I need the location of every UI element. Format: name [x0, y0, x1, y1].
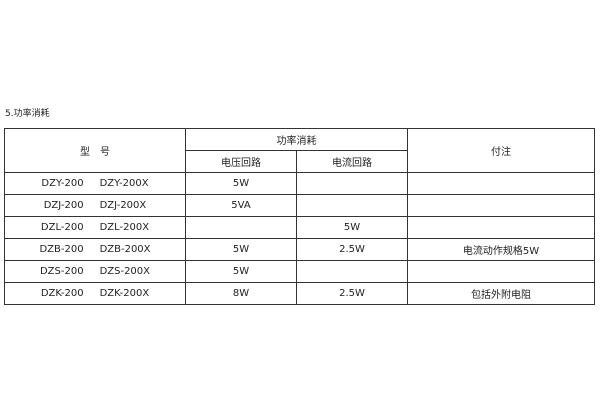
voltage-cell: 5W: [185, 260, 297, 283]
model-b: DZB-200X: [99, 244, 151, 255]
note-cell: [407, 216, 595, 239]
note-cell: 电流动作规格5W: [407, 238, 595, 261]
model-b: DZK-200X: [99, 288, 150, 299]
model-cell: DZK-200 DZK-200X: [4, 282, 186, 305]
model-b: DZS-200X: [99, 266, 151, 277]
table-row: DZB-200 DZB-200X 5W 2.5W 电流动作规格5W: [4, 238, 595, 261]
header-row: 型 号 功率消耗 付注: [4, 128, 595, 173]
table-row: DZK-200 DZK-200X 8W 2.5W 包括外附电阻: [4, 282, 595, 305]
model-b: DZL-200X: [99, 222, 150, 233]
model-b: DZJ-200X: [99, 200, 147, 211]
model-a: DZS-200: [39, 266, 84, 277]
header-model: 型 号: [4, 128, 186, 173]
current-cell: [296, 194, 408, 217]
note-cell: [407, 194, 595, 217]
table-row: DZL-200 DZL-200X 5W: [4, 216, 595, 239]
table-row: DZY-200 DZY-200X 5W: [4, 172, 595, 195]
voltage-cell: 8W: [185, 282, 297, 305]
model-a: DZY-200: [41, 178, 84, 189]
note-cell: 包括外附电阻: [407, 282, 595, 305]
table-row: DZS-200 DZS-200X 5W: [4, 260, 595, 283]
model-a: DZB-200: [39, 244, 84, 255]
section-title: 5.功率消耗: [5, 109, 50, 119]
voltage-cell: [185, 216, 297, 239]
model-cell: DZL-200 DZL-200X: [4, 216, 186, 239]
model-a: DZL-200: [40, 222, 84, 233]
note-cell: [407, 172, 595, 195]
power-consumption-table: 型 号 功率消耗 付注 电压回路 电流回路 DZY-200 DZY-200X 5W…: [4, 128, 595, 305]
current-cell: [296, 172, 408, 195]
table-row: DZJ-200 DZJ-200X 5VA: [4, 194, 595, 217]
header-power: 功率消耗: [185, 128, 408, 151]
voltage-cell: 5W: [185, 172, 297, 195]
current-cell: 2.5W: [296, 282, 408, 305]
header-notes: 付注: [407, 128, 595, 173]
model-a: DZJ-200: [43, 200, 84, 211]
voltage-cell: 5W: [185, 238, 297, 261]
header-current-circuit: 电流回路: [296, 150, 408, 173]
voltage-cell: 5VA: [185, 194, 297, 217]
model-cell: DZY-200 DZY-200X: [4, 172, 186, 195]
note-cell: [407, 260, 595, 283]
model-a: DZK-200: [40, 288, 84, 299]
current-cell: 2.5W: [296, 238, 408, 261]
header-voltage-circuit: 电压回路: [185, 150, 297, 173]
subheader-row: 电压回路 电流回路: [5, 150, 595, 173]
model-cell: DZB-200 DZB-200X: [4, 238, 186, 261]
model-cell: DZS-200 DZS-200X: [4, 260, 186, 283]
current-cell: 5W: [296, 216, 408, 239]
model-cell: DZJ-200 DZJ-200X: [4, 194, 186, 217]
current-cell: [296, 260, 408, 283]
model-b: DZY-200X: [99, 178, 149, 189]
